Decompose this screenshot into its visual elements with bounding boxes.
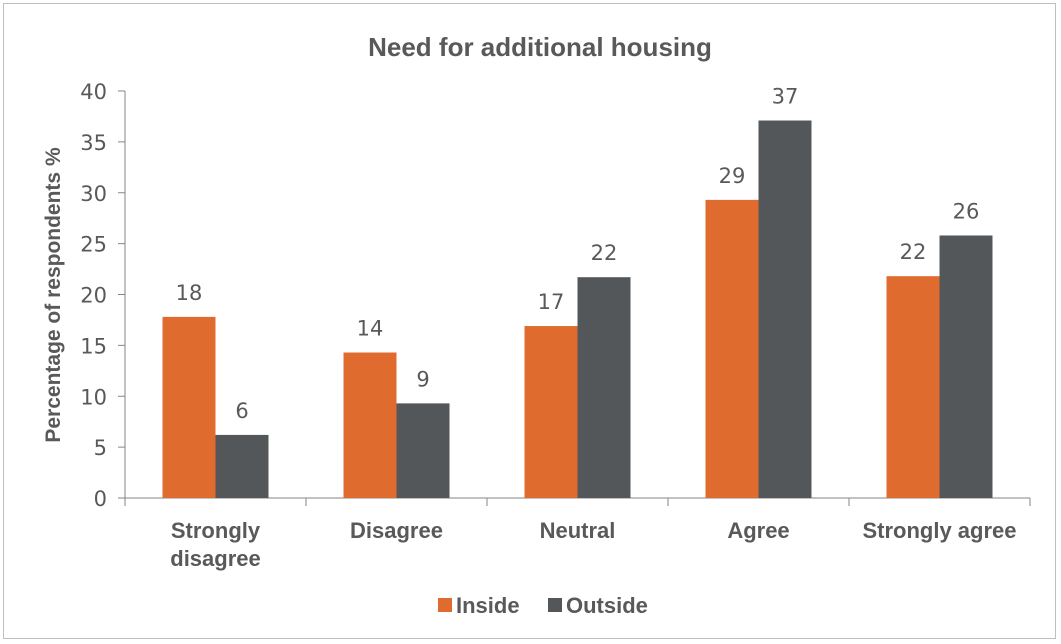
- data-label: 17: [538, 290, 565, 314]
- data-label: 22: [591, 241, 618, 265]
- y-tick-label: 25: [80, 233, 107, 257]
- category-label: Neutral: [540, 518, 616, 543]
- category-label: Agree: [727, 518, 789, 543]
- legend-swatch-outside: [548, 598, 562, 612]
- bar-outside: [397, 403, 450, 498]
- data-label: 9: [416, 367, 429, 391]
- y-tick-label: 10: [80, 385, 107, 409]
- y-tick-label: 15: [80, 334, 107, 358]
- data-label: 22: [900, 240, 927, 264]
- bar-outside: [578, 277, 631, 498]
- data-label: 26: [953, 199, 980, 223]
- bar-inside: [525, 326, 578, 498]
- category-label: Strongly: [171, 518, 261, 543]
- y-tick-label: 5: [94, 436, 107, 460]
- y-tick-label: 20: [80, 284, 107, 308]
- y-axis-label: Percentage of respondents %: [42, 147, 65, 443]
- category-label: Disagree: [350, 518, 443, 543]
- bar-inside: [163, 317, 216, 498]
- y-tick-label: 30: [80, 182, 107, 206]
- data-label: 37: [772, 85, 799, 109]
- data-label: 18: [176, 281, 203, 305]
- y-tick-label: 40: [80, 80, 107, 104]
- data-label: 14: [357, 316, 384, 340]
- legend: Inside Outside: [438, 593, 648, 618]
- category-label: disagree: [170, 546, 261, 571]
- legend-label-inside: Inside: [456, 593, 520, 618]
- chart-title: Need for additional housing: [368, 32, 712, 62]
- bar-inside: [887, 276, 940, 498]
- bar-outside: [216, 435, 269, 498]
- plot-area: 0 5 10 15 20 25 30 35 40 18 6 Strongly disagree 14 9 Di…: [80, 80, 1030, 571]
- data-label: 6: [235, 399, 248, 423]
- legend-label-outside: Outside: [566, 593, 648, 618]
- bar-inside: [706, 200, 759, 498]
- bar-outside: [759, 121, 812, 498]
- bar-outside: [940, 235, 993, 498]
- y-tick-label: 35: [80, 131, 107, 155]
- bar-inside: [344, 352, 397, 498]
- legend-swatch-inside: [438, 598, 452, 612]
- category-label: Strongly agree: [862, 518, 1016, 543]
- data-label: 29: [719, 164, 746, 188]
- y-tick-label: 0: [94, 487, 107, 511]
